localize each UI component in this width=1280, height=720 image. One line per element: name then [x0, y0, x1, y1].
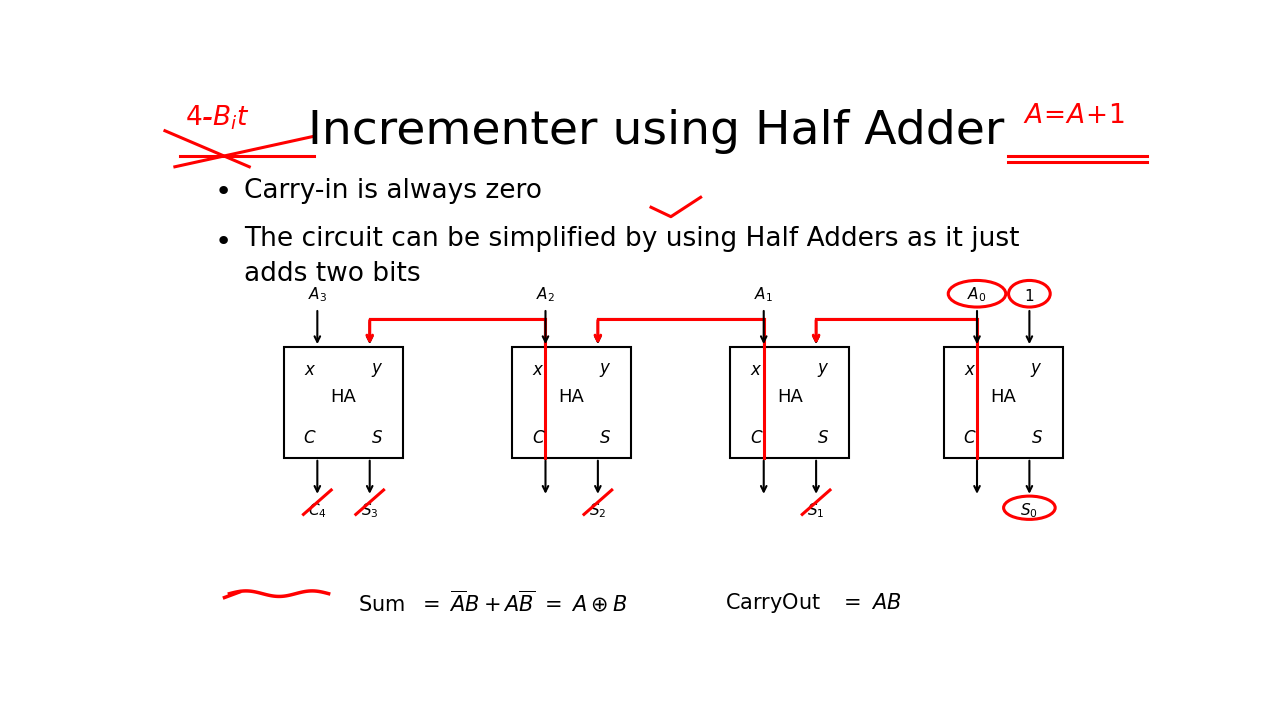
Text: $A\!=\!A\!+\!1$: $A\!=\!A\!+\!1$	[1023, 103, 1125, 128]
Text: Carry-in is always zero: Carry-in is always zero	[244, 178, 543, 204]
Text: $A_3$: $A_3$	[307, 285, 326, 304]
Bar	[512, 347, 631, 458]
Text: $A_2$: $A_2$	[536, 285, 556, 304]
Text: $x$: $x$	[964, 361, 977, 379]
Text: HA: HA	[330, 388, 356, 406]
Text: $S$: $S$	[599, 428, 611, 446]
Text: $y$: $y$	[599, 361, 612, 379]
Text: HA: HA	[991, 388, 1016, 406]
Text: $x$: $x$	[532, 361, 544, 379]
Text: •: •	[215, 178, 232, 206]
Text: $C$: $C$	[750, 428, 763, 446]
Text: $S$: $S$	[371, 428, 383, 446]
Text: •: •	[215, 228, 232, 256]
Text: $C$: $C$	[531, 428, 545, 446]
Text: HA: HA	[559, 388, 585, 406]
Bar	[284, 347, 403, 458]
Text: $S_0$: $S_0$	[1020, 501, 1038, 520]
Text: $4$-$B_i t$: $4$-$B_i t$	[184, 103, 250, 132]
Text: The circuit can be simplified by using Half Adders as it just
adds two bits: The circuit can be simplified by using H…	[244, 226, 1020, 287]
Text: $A_1$: $A_1$	[754, 285, 773, 304]
Text: HA: HA	[777, 388, 803, 406]
Text: $y$: $y$	[371, 361, 383, 379]
Text: $y$: $y$	[1030, 361, 1043, 379]
Text: $1$: $1$	[1024, 288, 1034, 304]
Text: $x$: $x$	[750, 361, 763, 379]
Text: $x$: $x$	[303, 361, 316, 379]
Text: Incrementer using Half Adder: Incrementer using Half Adder	[307, 109, 1005, 153]
Text: Sum  $=\ \overline{A}B + A\overline{B}\ =\ A \oplus B$: Sum $=\ \overline{A}B + A\overline{B}\ =…	[358, 590, 628, 616]
Text: $S_2$: $S_2$	[589, 501, 607, 520]
Text: $S$: $S$	[1030, 428, 1042, 446]
Text: $C_4$: $C_4$	[308, 501, 326, 520]
Text: $S_1$: $S_1$	[808, 501, 824, 520]
Text: $A_0$: $A_0$	[968, 285, 987, 304]
Text: $S_3$: $S_3$	[361, 501, 379, 520]
Text: $C$: $C$	[963, 428, 977, 446]
Text: $C$: $C$	[303, 428, 317, 446]
Text: $y$: $y$	[817, 361, 829, 379]
Text: CarryOut   $=\ AB$: CarryOut $=\ AB$	[726, 591, 902, 615]
Text: $S$: $S$	[817, 428, 829, 446]
Bar	[731, 347, 850, 458]
Bar	[943, 347, 1062, 458]
